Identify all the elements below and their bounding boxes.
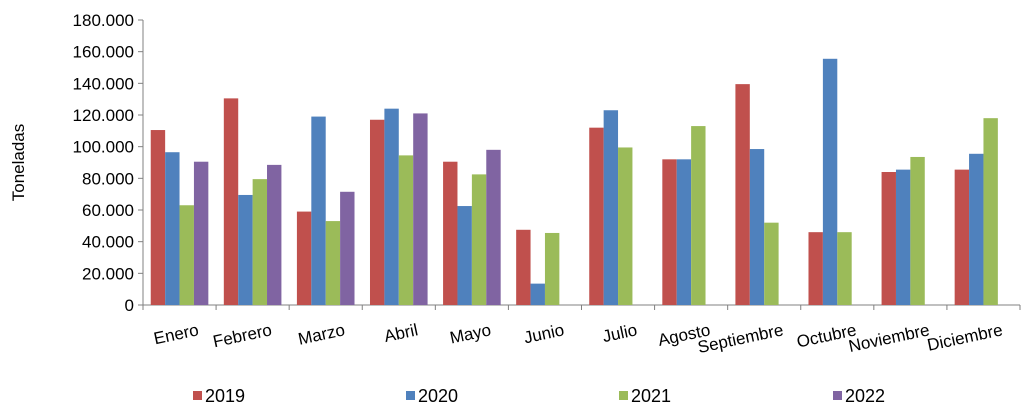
legend-label: 2022	[845, 386, 885, 406]
legend-label: 2020	[418, 386, 458, 406]
category-label: Abril	[382, 320, 419, 346]
legend-swatch	[193, 391, 202, 400]
bar-2019-agosto	[662, 159, 677, 305]
bar-2021-febrero	[252, 179, 268, 306]
category-labels: Enero Febrero Marzo Abril Mayo Junio Julio Agos…	[152, 320, 1004, 357]
y-tick-label: 140.000	[73, 74, 134, 93]
bar-2021-abril	[398, 155, 414, 306]
y-tick-label: 0	[125, 296, 134, 315]
legend-swatch	[833, 391, 842, 400]
bar-2019-julio	[589, 127, 604, 305]
bar-2021-agosto	[691, 126, 706, 305]
bar-2020-septiembre	[749, 149, 765, 305]
bar-2020-diciembre	[969, 153, 984, 305]
bar-2020-enero	[165, 152, 180, 305]
bar-2021-octubre	[837, 232, 852, 305]
bar-2021-diciembre	[983, 118, 998, 305]
bar-2019-enero	[150, 130, 166, 305]
bar-2019-marzo	[296, 211, 312, 305]
bar-2021-mayo	[471, 174, 487, 306]
bar-2019-octubre	[808, 232, 823, 305]
bars	[150, 58, 998, 306]
y-axis-title: Toneladas	[9, 124, 28, 202]
y-tick-label: 180.000	[73, 11, 134, 30]
bar-2020-febrero	[238, 194, 253, 305]
y-axis: 0 20.000 40.000 60.000 80.000 100.000 120.000 1…	[73, 11, 144, 315]
y-tick-label: 60.000	[82, 201, 134, 220]
category-label: Septiembre	[696, 320, 785, 357]
legend: 2019 2020 2021 2022	[193, 386, 885, 406]
bar-2020-mayo	[457, 206, 472, 305]
bar-2021-junio	[544, 232, 560, 305]
bar-2021-septiembre	[764, 222, 779, 305]
bar-2022-febrero	[267, 164, 282, 306]
bar-2020-octubre	[822, 58, 838, 305]
y-tick-label: 40.000	[82, 233, 134, 252]
category-label: Febrero	[211, 320, 273, 351]
category-label: Diciembre	[925, 320, 1004, 354]
bar-2019-noviembre	[881, 172, 896, 305]
bar-2022-marzo	[340, 191, 355, 305]
bar-2022-abril	[413, 113, 428, 305]
bar-2020-abril	[384, 108, 399, 305]
category-label: Marzo	[296, 320, 346, 348]
legend-label: 2021	[631, 386, 671, 406]
y-tick-label: 20.000	[82, 264, 134, 283]
bar-2021-marzo	[325, 221, 341, 305]
legend-label: 2019	[205, 386, 245, 406]
bar-2021-julio	[618, 147, 633, 305]
bar-2019-abril	[369, 119, 385, 305]
bar-2019-diciembre	[954, 169, 970, 306]
legend-item: 2019	[193, 386, 245, 406]
legend-swatch	[619, 391, 628, 400]
category-label: Mayo	[448, 320, 493, 347]
y-tick-label: 100.000	[73, 138, 134, 157]
bar-2020-julio	[603, 110, 619, 305]
bar-2021-noviembre	[910, 156, 925, 305]
x-axis	[142, 304, 1021, 310]
y-tick-label: 120.000	[73, 106, 134, 125]
bar-2022-mayo	[486, 149, 501, 305]
bar-2022-enero	[193, 161, 209, 305]
bar-2019-junio	[516, 229, 531, 305]
y-tick-label: 80.000	[82, 169, 134, 188]
legend-item: 2022	[833, 386, 885, 406]
bar-2020-marzo	[311, 116, 326, 305]
category-label: Enero	[152, 320, 200, 348]
legend-swatch	[406, 391, 415, 400]
legend-item: 2021	[619, 386, 671, 406]
bar-2019-febrero	[223, 98, 239, 306]
category-label: Julio	[601, 320, 639, 346]
legend-item: 2020	[406, 386, 458, 406]
category-label: Junio	[522, 320, 566, 347]
y-tick-label: 160.000	[73, 43, 134, 62]
category-label: Noviembre	[847, 320, 931, 356]
bar-2020-noviembre	[895, 169, 911, 306]
bar-2019-septiembre	[735, 84, 750, 306]
bar-2021-enero	[179, 205, 194, 305]
bar-2020-junio	[530, 283, 545, 306]
bar-2020-agosto	[676, 159, 692, 305]
bar-2019-mayo	[443, 161, 458, 305]
